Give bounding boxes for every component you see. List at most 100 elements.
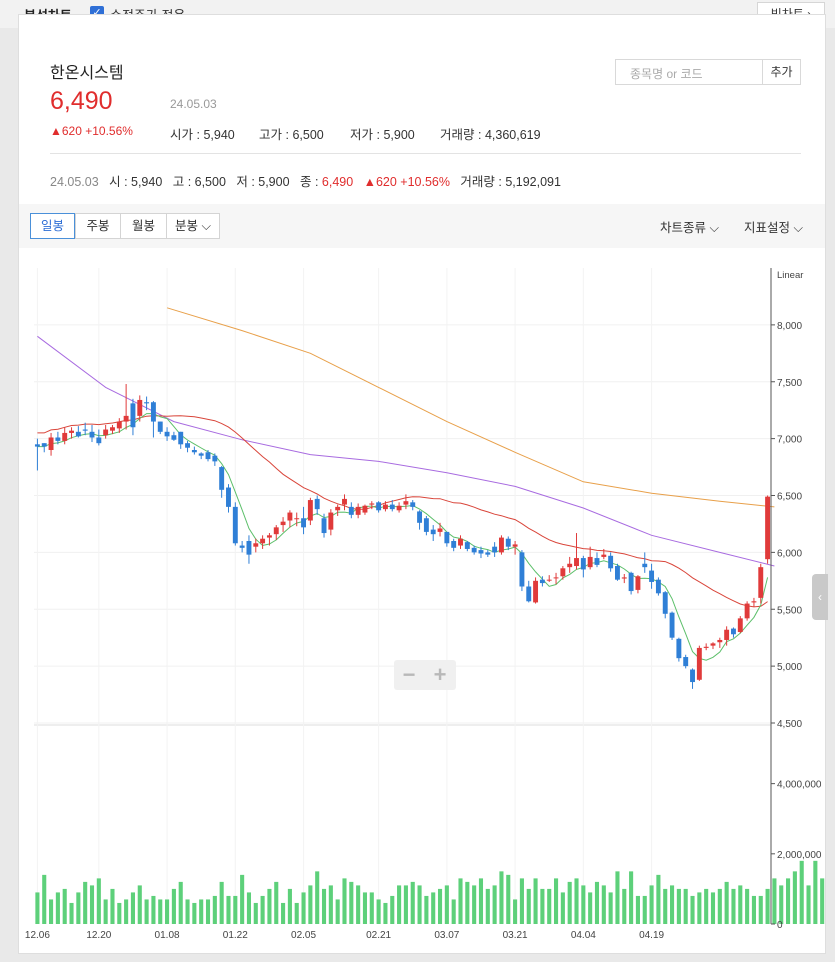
candle-body	[410, 502, 416, 507]
zoom-in-icon[interactable]: +	[433, 662, 447, 687]
candle-body	[69, 430, 74, 433]
candle-body	[737, 618, 743, 632]
candle-body	[369, 503, 375, 505]
stat-volume: 거래량 : 4,360,619	[440, 128, 541, 142]
candle-body	[219, 467, 225, 490]
tab-minute[interactable]: 분봉 ⌵	[166, 213, 220, 239]
candle-body	[471, 547, 477, 553]
candle-body	[62, 432, 68, 441]
volume-bar	[465, 881, 470, 924]
candle-body	[55, 437, 61, 441]
volume-bar	[731, 888, 736, 924]
volume-bar	[519, 878, 524, 924]
volume-bars	[35, 860, 825, 924]
candle-body	[82, 429, 88, 431]
candle-body	[505, 538, 511, 547]
volume-bar	[369, 892, 374, 924]
volume-tick-label: 4,000,000	[777, 780, 822, 791]
volume-bar	[437, 888, 443, 924]
volume-bar	[642, 895, 647, 924]
candle-body	[642, 563, 648, 568]
candle-body	[533, 580, 539, 603]
candle-body	[703, 646, 709, 648]
candle-body	[396, 505, 402, 511]
candle-body	[635, 576, 641, 590]
candle-body	[594, 558, 600, 565]
stat-open: 시가 : 5,940	[170, 128, 235, 142]
stock-name: 한온시스템	[50, 65, 124, 82]
volume-bar	[49, 899, 54, 924]
volume-bar	[786, 878, 791, 924]
volume-bar	[144, 899, 149, 924]
axes: 4,500 5,000 5,500 6,000 6,500 7,000 7,500 8,000…	[25, 268, 822, 938]
candle-body	[498, 537, 504, 553]
volume-bar	[240, 874, 245, 924]
candle-body	[717, 639, 723, 643]
volume-bar	[267, 888, 272, 924]
volume-bar	[253, 902, 258, 924]
candle-body	[376, 502, 382, 511]
volume-bar	[165, 899, 170, 924]
volume-bar	[403, 885, 408, 924]
volume-bar	[83, 881, 88, 924]
volume-bar	[601, 885, 606, 924]
ma120-line	[166, 307, 775, 508]
x-tick-label: 02.21	[366, 930, 391, 938]
candle-body	[539, 579, 545, 584]
volume-bar	[458, 878, 463, 924]
candle-body	[553, 577, 559, 579]
volume-bar	[294, 902, 299, 924]
candle-body	[280, 521, 286, 526]
candle-body	[89, 431, 95, 438]
tab-daily[interactable]: 일봉	[30, 213, 75, 239]
chart-panel: 한온시스템 6,490 24.05.03 ▲620 +10.56% 시가 : 5…	[18, 14, 826, 954]
volume-bar	[274, 881, 279, 924]
volume-bar	[35, 892, 40, 924]
volume-bar	[499, 871, 504, 924]
candle-body	[478, 550, 484, 554]
chevron-down-icon: ⌵	[709, 221, 719, 235]
ma60-line	[37, 335, 775, 567]
candle-body	[321, 518, 327, 534]
chart-type-menu[interactable]: 차트종류 ⌵	[660, 221, 719, 235]
volume-bar	[205, 899, 211, 924]
volume-bar	[410, 881, 415, 924]
candle-body	[335, 506, 341, 511]
indicator-settings-menu[interactable]: 지표설정 ⌵	[744, 221, 803, 235]
candles	[34, 384, 771, 689]
candle-body	[130, 403, 136, 428]
add-button[interactable]: 추가	[763, 59, 801, 85]
volume-bar	[710, 892, 716, 924]
tab-weekly[interactable]: 주봉	[75, 213, 121, 239]
candle-body	[444, 531, 450, 544]
price-change: ▲620 +10.56%	[50, 124, 133, 138]
volume-bar	[635, 895, 640, 924]
volume-bar	[581, 885, 586, 924]
ohlc-high: 고 : 6,500	[172, 175, 226, 189]
candle-body	[144, 402, 150, 404]
volume-bar	[55, 892, 60, 924]
zoom-out-icon[interactable]: −	[402, 662, 416, 687]
volume-bar	[124, 899, 129, 924]
candle-body	[157, 421, 163, 432]
candle-body	[437, 528, 443, 532]
chevron-down-icon: ⌵	[201, 219, 211, 233]
tab-monthly[interactable]: 월봉	[120, 213, 167, 239]
candle-body	[164, 431, 170, 437]
volume-bar	[506, 874, 511, 924]
candle-body	[328, 512, 334, 530]
search-input[interactable]: 종목명 or 코드	[615, 59, 763, 85]
candle-body	[314, 498, 320, 510]
candle-body	[649, 570, 655, 582]
volume-bar	[376, 899, 381, 924]
candlestick-chart[interactable]: 4,500 5,000 5,500 6,000 6,500 7,000 7,500 8,000…	[19, 248, 825, 938]
volume-bar	[96, 878, 101, 924]
volume-bar	[683, 888, 688, 924]
x-tick-label: 12.06	[25, 930, 50, 938]
x-tick-label: 01.22	[223, 930, 248, 938]
x-tick-label: 02.05	[291, 930, 316, 938]
volume-bar	[717, 888, 722, 924]
volume-bar	[117, 902, 122, 924]
candle-body	[601, 554, 607, 557]
side-panel-toggle-icon[interactable]: ‹	[812, 574, 828, 620]
